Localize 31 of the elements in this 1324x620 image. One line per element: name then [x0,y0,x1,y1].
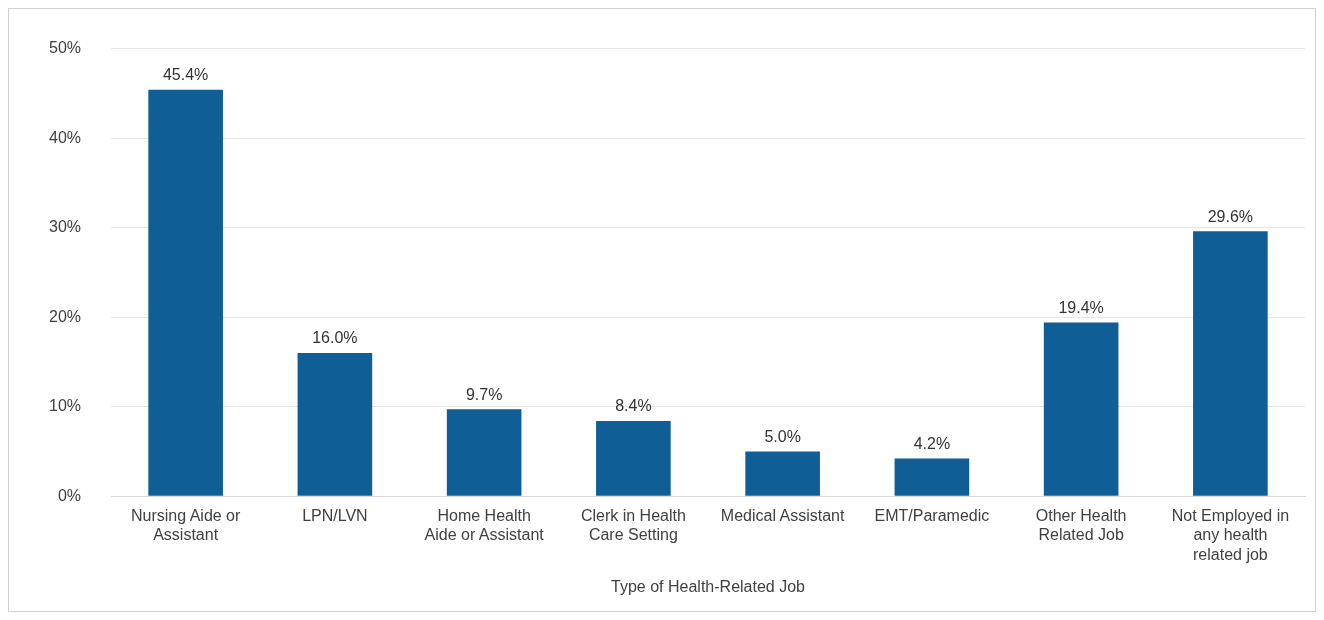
x-tick-label: Not Employed in any health related job [1171,507,1290,563]
bar [446,409,522,496]
bar [1043,322,1119,496]
y-tick-label: 30% [48,218,82,236]
y-tick-label: 10% [48,397,82,415]
bar [297,352,373,496]
data-label: 5.0% [764,427,801,445]
x-tick-label: Nursing Aide or Assistant [130,507,242,544]
y-tick-label: 20% [48,307,82,325]
bar [745,451,820,496]
x-tick-label: Home Health Aide or Assistant [424,507,545,544]
y-tick-label: 40% [48,128,82,146]
bar [596,421,671,496]
x-tick-label: Other Health Related Job [1035,507,1127,544]
data-label: 29.6% [1207,207,1254,225]
x-tick-label: Clerk in Health Care Setting [580,507,686,544]
x-tick-label: EMT/Paramedic [874,507,990,525]
x-axis-title: Type of Health-Related Job [611,577,806,595]
x-tick-label: Medical Assistant [720,507,845,525]
bar [1193,231,1268,496]
bar [148,89,223,496]
data-label: 16.0% [312,329,358,347]
data-label: 45.4% [162,66,209,84]
x-tick-label: LPN/LVN [302,507,368,525]
y-tick-label: 0% [57,486,82,504]
y-tick-label: 50% [48,39,82,57]
data-label: 9.7% [465,385,503,403]
data-label: 19.4% [1058,298,1104,316]
bar [894,458,970,496]
data-label: 4.2% [913,435,951,453]
data-label: 8.4% [615,397,652,415]
